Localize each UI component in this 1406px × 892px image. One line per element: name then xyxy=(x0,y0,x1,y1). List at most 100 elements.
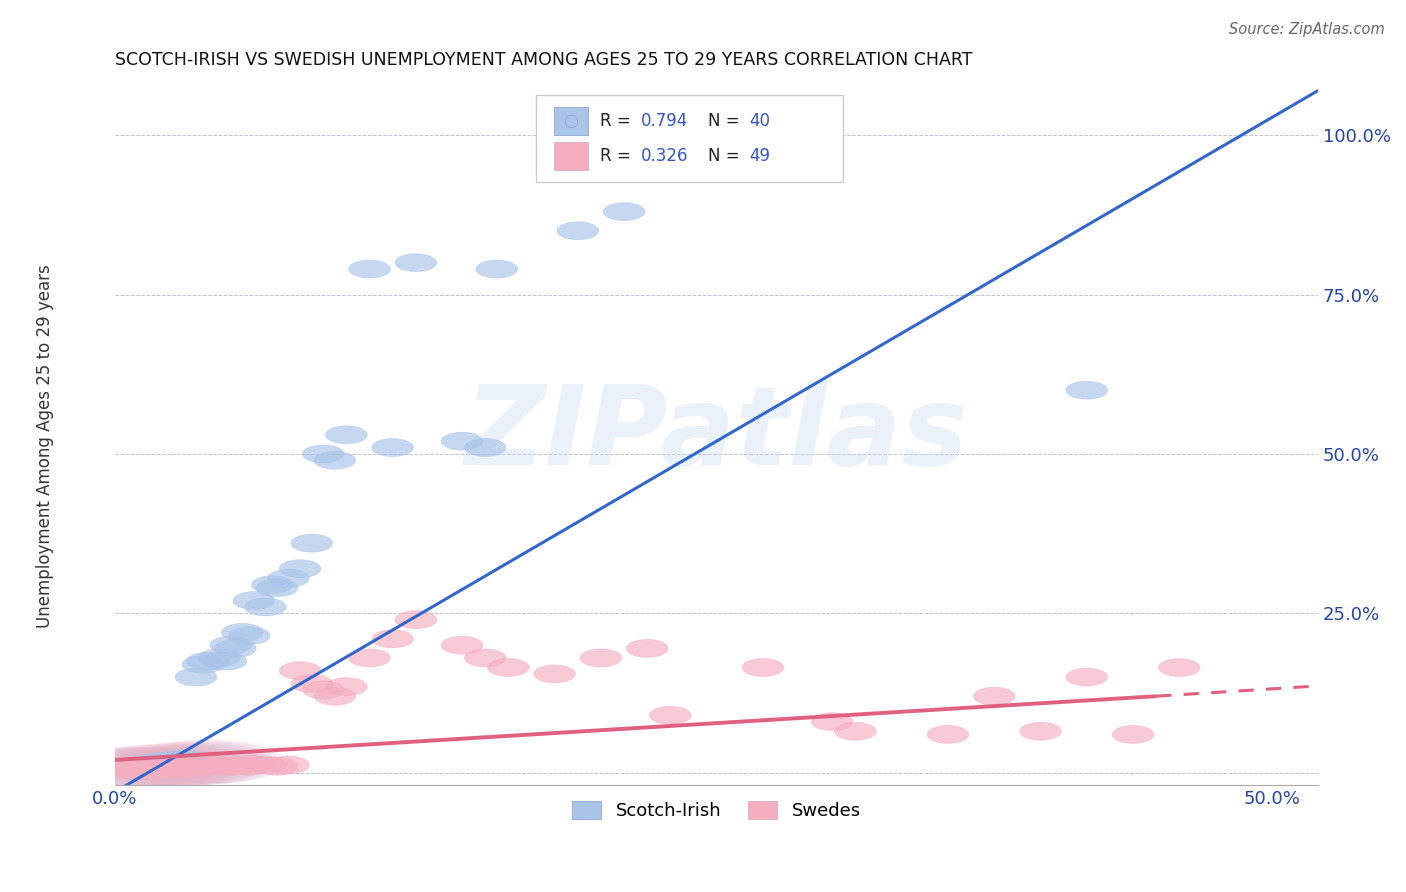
Ellipse shape xyxy=(77,746,217,790)
Ellipse shape xyxy=(395,253,437,271)
Ellipse shape xyxy=(56,748,183,790)
Ellipse shape xyxy=(267,569,309,587)
Ellipse shape xyxy=(280,560,321,578)
Text: Source: ZipAtlas.com: Source: ZipAtlas.com xyxy=(1229,22,1385,37)
Ellipse shape xyxy=(136,756,177,774)
Ellipse shape xyxy=(145,757,187,775)
Ellipse shape xyxy=(145,761,187,779)
Ellipse shape xyxy=(111,745,239,787)
Ellipse shape xyxy=(228,757,270,775)
Ellipse shape xyxy=(129,755,170,772)
Ellipse shape xyxy=(117,761,159,779)
Ellipse shape xyxy=(157,742,285,783)
Ellipse shape xyxy=(159,760,201,778)
Ellipse shape xyxy=(148,739,287,783)
Text: ZIPatlas: ZIPatlas xyxy=(465,381,969,488)
Ellipse shape xyxy=(228,627,270,645)
Ellipse shape xyxy=(326,425,367,443)
Ellipse shape xyxy=(256,757,298,775)
Ellipse shape xyxy=(84,745,224,789)
Ellipse shape xyxy=(187,652,228,670)
Ellipse shape xyxy=(121,744,247,786)
Ellipse shape xyxy=(152,751,194,769)
Ellipse shape xyxy=(141,759,183,777)
Ellipse shape xyxy=(233,591,274,609)
Text: SCOTCH-IRISH VS SWEDISH UNEMPLOYMENT AMONG AGES 25 TO 29 YEARS CORRELATION CHART: SCOTCH-IRISH VS SWEDISH UNEMPLOYMENT AMO… xyxy=(115,51,973,69)
Ellipse shape xyxy=(134,740,273,785)
Text: 49: 49 xyxy=(749,147,770,165)
Ellipse shape xyxy=(198,756,240,774)
Ellipse shape xyxy=(129,760,170,778)
Ellipse shape xyxy=(927,725,969,743)
Ellipse shape xyxy=(93,747,221,788)
Ellipse shape xyxy=(557,222,599,240)
Ellipse shape xyxy=(464,439,506,457)
Ellipse shape xyxy=(742,658,783,676)
Ellipse shape xyxy=(187,757,228,775)
Ellipse shape xyxy=(65,748,193,789)
Ellipse shape xyxy=(122,759,163,777)
Ellipse shape xyxy=(1066,381,1108,399)
Ellipse shape xyxy=(441,636,482,654)
Ellipse shape xyxy=(141,752,183,770)
Ellipse shape xyxy=(136,761,177,779)
Ellipse shape xyxy=(371,439,413,457)
Ellipse shape xyxy=(169,752,209,770)
Ellipse shape xyxy=(65,747,202,791)
Text: R =: R = xyxy=(600,112,636,130)
Ellipse shape xyxy=(159,755,201,772)
Text: Unemployment Among Ages 25 to 29 years: Unemployment Among Ages 25 to 29 years xyxy=(37,264,53,628)
Ellipse shape xyxy=(1159,658,1201,676)
Ellipse shape xyxy=(291,674,332,692)
Ellipse shape xyxy=(603,202,645,220)
Ellipse shape xyxy=(117,757,159,775)
Text: 40: 40 xyxy=(749,112,770,130)
Ellipse shape xyxy=(314,687,356,705)
Ellipse shape xyxy=(149,742,276,784)
Ellipse shape xyxy=(395,611,437,629)
Ellipse shape xyxy=(131,744,257,785)
Ellipse shape xyxy=(75,747,202,789)
Text: N =: N = xyxy=(709,147,745,165)
Text: N =: N = xyxy=(709,112,745,130)
Ellipse shape xyxy=(256,579,298,597)
FancyBboxPatch shape xyxy=(536,95,844,182)
Ellipse shape xyxy=(183,656,224,673)
Ellipse shape xyxy=(1066,668,1108,686)
Ellipse shape xyxy=(581,649,621,667)
Ellipse shape xyxy=(252,575,294,593)
Ellipse shape xyxy=(835,723,876,740)
Ellipse shape xyxy=(209,757,252,775)
Ellipse shape xyxy=(198,649,240,667)
Ellipse shape xyxy=(120,741,259,786)
Ellipse shape xyxy=(488,658,529,676)
Ellipse shape xyxy=(626,640,668,657)
Ellipse shape xyxy=(139,743,267,784)
Ellipse shape xyxy=(1112,725,1154,743)
Legend: Scotch-Irish, Swedes: Scotch-Irish, Swedes xyxy=(564,791,870,829)
Ellipse shape xyxy=(464,649,506,667)
Ellipse shape xyxy=(105,761,148,779)
Ellipse shape xyxy=(349,260,391,278)
Ellipse shape xyxy=(326,678,367,696)
Ellipse shape xyxy=(267,756,309,774)
Ellipse shape xyxy=(152,759,194,777)
Ellipse shape xyxy=(163,757,205,775)
Ellipse shape xyxy=(371,630,413,648)
Ellipse shape xyxy=(169,759,209,777)
FancyBboxPatch shape xyxy=(554,143,588,170)
Ellipse shape xyxy=(105,743,245,788)
Ellipse shape xyxy=(104,761,145,779)
Ellipse shape xyxy=(84,747,211,789)
Ellipse shape xyxy=(650,706,692,724)
Ellipse shape xyxy=(314,451,356,469)
Ellipse shape xyxy=(973,687,1015,705)
Ellipse shape xyxy=(245,756,287,774)
Ellipse shape xyxy=(205,652,247,670)
Ellipse shape xyxy=(245,598,287,615)
Ellipse shape xyxy=(176,668,217,686)
Ellipse shape xyxy=(183,756,224,774)
Ellipse shape xyxy=(112,759,155,777)
Ellipse shape xyxy=(291,534,332,552)
Ellipse shape xyxy=(163,750,205,768)
